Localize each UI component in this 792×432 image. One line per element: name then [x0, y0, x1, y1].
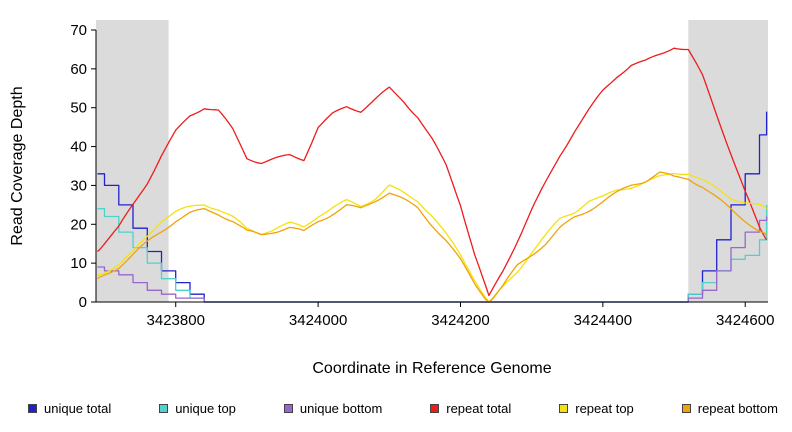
y-tick-label: 20: [70, 216, 87, 233]
y-tick-label: 0: [79, 294, 87, 311]
legend-swatch-unique-bottom-icon: [283, 404, 293, 413]
legend-item-repeat-top: repeat top: [559, 401, 634, 416]
legend-label-repeat-top: repeat top: [575, 401, 634, 416]
x-tick-label: 3424000: [289, 312, 347, 329]
y-tick-label: 60: [70, 61, 87, 78]
legend-swatch-unique-total-icon: [28, 404, 37, 413]
legend-label-unique-bottom: unique bottom: [299, 401, 383, 416]
y-axis-title: Read Coverage Depth: [9, 86, 26, 246]
legend-item-repeat-bottom: repeat bottom: [681, 401, 778, 416]
x-axis-title: Coordinate in Reference Genome: [312, 360, 552, 377]
legend: unique total unique top unique bottom re…: [28, 401, 778, 416]
x-tick-label: 3424400: [574, 312, 632, 329]
legend-label-repeat-bottom: repeat bottom: [697, 401, 778, 416]
y-tick-label: 70: [70, 22, 87, 39]
legend-item-unique-top: unique top: [159, 401, 236, 416]
x-tick-label: 3424200: [431, 312, 489, 329]
legend-swatch-repeat-total-icon: [430, 404, 440, 413]
y-tick-label: 30: [70, 177, 87, 194]
x-tick-label: 3424600: [716, 312, 774, 329]
y-tick-label: 40: [70, 139, 87, 156]
chart-svg: 0 10 20 30 40 50 60 70 3423800 3424000 3424200 3424…: [70, 20, 774, 329]
y-tick-label: 50: [70, 100, 87, 117]
legend-item-unique-bottom: unique bottom: [283, 401, 383, 416]
legend-item-unique-total: unique total: [28, 401, 111, 416]
legend-swatch-unique-top-icon: [159, 404, 169, 413]
legend-label-unique-top: unique top: [175, 401, 236, 416]
y-tick-label: 10: [70, 255, 87, 272]
legend-swatch-repeat-top-icon: [559, 404, 569, 413]
legend-label-repeat-total: repeat total: [446, 401, 512, 416]
legend-label-unique-total: unique total: [44, 401, 112, 416]
x-tick-label: 3423800: [147, 312, 205, 329]
legend-swatch-repeat-bottom-icon: [681, 404, 691, 413]
legend-item-repeat-total: repeat total: [430, 401, 511, 416]
